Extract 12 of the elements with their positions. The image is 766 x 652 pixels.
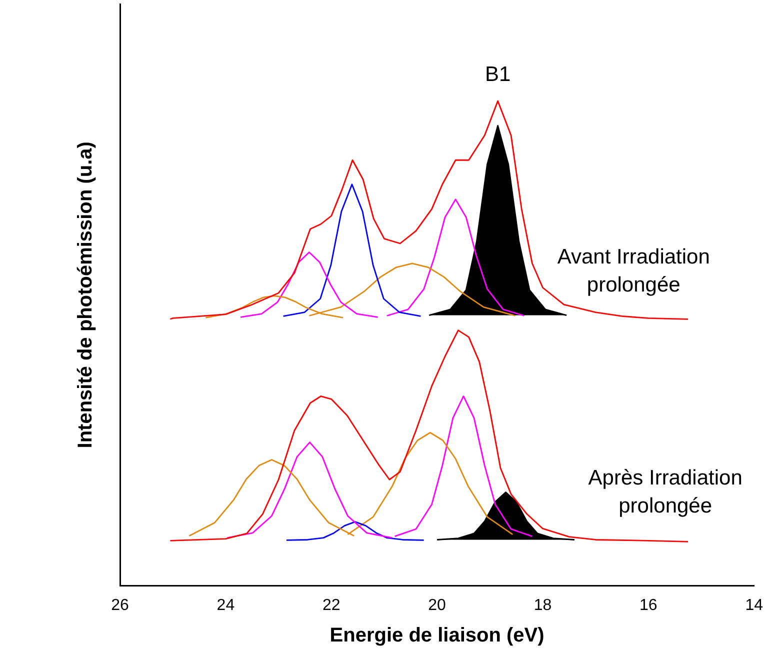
annotation: Avant Irradiation prolongée: [557, 245, 710, 296]
x-tick-label: 16: [640, 596, 658, 614]
x-tick-label: 18: [534, 596, 552, 614]
x-tick-label: 24: [216, 596, 235, 614]
x-tick-label: 20: [428, 596, 446, 614]
annotation: B1: [484, 62, 511, 86]
x-tick-label: 22: [322, 596, 340, 614]
x-tick-label: 14: [745, 596, 764, 614]
y-axis-title: Intensité de photoémission (u.a): [74, 142, 97, 448]
annotation: Après Irradiation prolongée: [588, 466, 742, 518]
x-tick-label: 26: [111, 596, 129, 614]
x-axis-title: Energie de liaison (eV): [330, 624, 544, 647]
